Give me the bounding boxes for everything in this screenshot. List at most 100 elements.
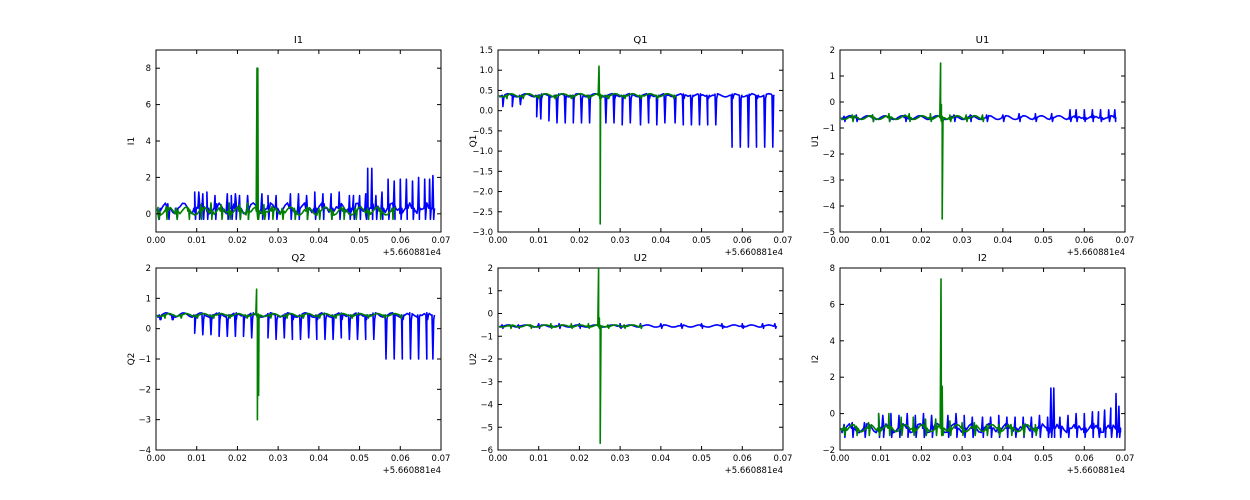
y-tick-label-i1-2: 4 — [146, 137, 151, 147]
x-tick-label-q2-7: 0.07 — [432, 454, 451, 464]
y-tick-label-u1-0: −5 — [822, 228, 835, 238]
series-group-i2 — [840, 278, 1122, 439]
y-tick-label-q2-2: −2 — [138, 385, 151, 395]
y-tick-label-q2-0: −4 — [138, 446, 151, 456]
x-tick-label-q2-2: 0.02 — [228, 454, 247, 464]
y-tick-label-q1-8: 1.0 — [479, 66, 493, 76]
x-offset-label-i1: +5.660881e4 — [383, 248, 441, 258]
x-tick-label-q2-0: 0.00 — [147, 454, 166, 464]
x-offset-label-i2: +5.660881e4 — [1067, 466, 1125, 476]
y-tick-label-u2-3: −3 — [480, 378, 493, 388]
y-tick-label-u1-4: −1 — [822, 124, 835, 134]
y-tick-label-q2-4: 0 — [146, 325, 151, 335]
x-tick-label-i2-2: 0.02 — [912, 454, 931, 464]
x-tick-label-i2-6: 0.06 — [1075, 454, 1094, 464]
y-tick-label-q1-3: −1.5 — [472, 167, 493, 177]
y-axis-label-i2: I2 — [811, 355, 821, 363]
x-tick-label-i1-5: 0.05 — [350, 236, 369, 246]
x-tick-label-u1-1: 0.01 — [871, 236, 890, 246]
x-tick-label-i2-5: 0.05 — [1034, 454, 1053, 464]
panel-i2: 0.00 0.01 0.02 0.03 0.04 0.05 0.06 0.07 −2 0 2 4 6 8 I… — [811, 253, 1134, 476]
x-tick-label-u1-5: 0.05 — [1034, 236, 1053, 246]
series-line-q2-2 — [156, 288, 404, 421]
x-offset-label-q1: +5.660881e4 — [725, 248, 783, 258]
y-tick-label-i1-4: 8 — [146, 64, 151, 74]
x-tick-label-i1-7: 0.07 — [432, 236, 451, 246]
y-tick-label-u2-0: −6 — [480, 446, 493, 456]
y-tick-label-u2-7: 1 — [488, 287, 493, 297]
x-tick-label-i1-6: 0.06 — [391, 236, 410, 246]
y-tick-label-u2-6: 0 — [488, 310, 493, 320]
x-tick-label-q2-6: 0.06 — [391, 454, 410, 464]
y-tick-label-q1-0: −3.0 — [472, 228, 493, 238]
x-offset-label-u1: +5.660881e4 — [1067, 248, 1125, 258]
y-axis-label-u1: U1 — [811, 135, 821, 147]
y-tick-label-u1-1: −4 — [822, 202, 835, 212]
series-line-i1-2 — [156, 67, 396, 221]
x-tick-label-q2-4: 0.04 — [309, 454, 328, 464]
x-tick-label-u1-2: 0.02 — [912, 236, 931, 246]
panel-i1: 0.00 0.01 0.02 0.03 0.04 0.05 0.06 0.07 0 2 4 6 8 I1 I… — [127, 35, 450, 258]
y-tick-label-q2-1: −3 — [138, 416, 151, 426]
x-tick-label-u2-6: 0.06 — [733, 454, 752, 464]
x-tick-label-q1-0: 0.00 — [489, 236, 508, 246]
x-tick-label-u2-2: 0.02 — [570, 454, 589, 464]
x-offset-label-q2: +5.660881e4 — [383, 466, 441, 476]
x-tick-label-q1-3: 0.03 — [611, 236, 630, 246]
y-tick-label-q1-4: −1.0 — [472, 147, 493, 157]
panel-u2: 0.00 0.01 0.02 0.03 0.04 0.05 0.06 0.07 −6 −5 −4 −3… — [469, 253, 792, 476]
y-tick-label-i1-3: 6 — [146, 101, 151, 111]
x-tick-label-i1-2: 0.02 — [228, 236, 247, 246]
x-tick-label-q2-3: 0.03 — [269, 454, 288, 464]
y-tick-label-u1-6: 1 — [830, 72, 835, 82]
y-tick-label-u1-2: −3 — [822, 176, 835, 186]
x-tick-label-u2-5: 0.05 — [692, 454, 711, 464]
panel-u1: 0.00 0.01 0.02 0.03 0.04 0.05 0.06 0.07 −5 −4 −3 −2… — [811, 35, 1134, 258]
x-tick-label-i1-0: 0.00 — [147, 236, 166, 246]
y-tick-label-i2-2: 2 — [830, 373, 835, 383]
x-tick-label-u1-0: 0.00 — [831, 236, 850, 246]
plot-area-q2 — [155, 267, 442, 451]
x-tick-label-q2-1: 0.01 — [187, 454, 206, 464]
plot-area-u1 — [839, 49, 1126, 233]
panel-title-u1: U1 — [976, 35, 990, 46]
series-line-i2-1 — [840, 387, 1122, 439]
panel-q1: 0.00 0.01 0.02 0.03 0.04 0.05 0.06 0.07 −3.0 −2.5… — [469, 35, 792, 258]
x-tick-label-u1-7: 0.07 — [1116, 236, 1135, 246]
y-tick-label-i1-1: 2 — [146, 173, 151, 183]
y-tick-label-q2-5: 1 — [146, 294, 151, 304]
series-group-i1 — [156, 67, 436, 221]
x-tick-label-u2-7: 0.07 — [774, 454, 793, 464]
panel-title-i2: I2 — [978, 253, 987, 264]
x-tick-label-i1-1: 0.01 — [187, 236, 206, 246]
y-axis-label-q1: Q1 — [469, 135, 479, 148]
y-tick-label-q1-9: 1.5 — [479, 46, 493, 56]
y-tick-label-u1-7: 2 — [830, 46, 835, 56]
plot-area-q1 — [497, 49, 784, 233]
plot-area-u2 — [497, 267, 784, 451]
y-tick-label-i2-0: −2 — [822, 446, 835, 456]
panel-q2: 0.00 0.01 0.02 0.03 0.04 0.05 0.06 0.07 −4 −3 −2 −1… — [127, 253, 450, 476]
x-tick-label-q1-1: 0.01 — [529, 236, 548, 246]
series-group-u1 — [840, 62, 1117, 220]
y-tick-label-i2-1: 0 — [830, 410, 835, 420]
y-tick-label-u2-5: −1 — [480, 332, 493, 342]
x-tick-label-i1-4: 0.04 — [309, 236, 328, 246]
y-tick-label-q1-5: −0.5 — [472, 127, 493, 137]
x-tick-label-u1-4: 0.04 — [993, 236, 1012, 246]
y-axis-label-q2: Q2 — [127, 353, 137, 366]
series-line-u1-2 — [840, 62, 985, 220]
y-tick-label-u2-4: −2 — [480, 355, 493, 365]
panel-title-i1: I1 — [294, 35, 303, 46]
series-line-i2-2 — [840, 278, 1039, 437]
series-group-u2 — [498, 268, 778, 444]
y-tick-label-q1-2: −2.0 — [472, 188, 493, 198]
x-tick-label-q1-2: 0.02 — [570, 236, 589, 246]
y-tick-label-u2-8: 2 — [488, 264, 493, 274]
x-offset-label-u2: +5.660881e4 — [725, 466, 783, 476]
x-tick-label-u2-1: 0.01 — [529, 454, 548, 464]
panel-title-q1: Q1 — [633, 35, 647, 46]
x-tick-label-i1-3: 0.03 — [269, 236, 288, 246]
y-tick-label-q1-7: 0.5 — [479, 86, 493, 96]
panel-title-u2: U2 — [634, 253, 648, 264]
